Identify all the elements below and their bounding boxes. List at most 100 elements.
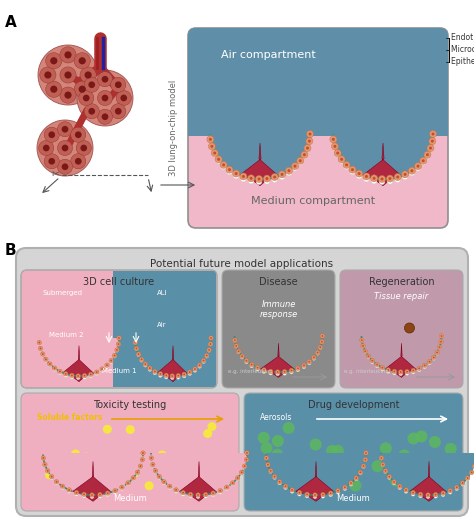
Circle shape — [46, 81, 62, 98]
Circle shape — [37, 120, 93, 176]
Circle shape — [190, 494, 191, 495]
Circle shape — [328, 491, 333, 495]
Circle shape — [367, 356, 369, 357]
Circle shape — [62, 485, 64, 487]
Polygon shape — [63, 346, 94, 381]
Circle shape — [429, 436, 441, 448]
Circle shape — [427, 360, 432, 364]
Circle shape — [418, 367, 420, 369]
Circle shape — [64, 91, 72, 99]
Circle shape — [46, 470, 49, 473]
Circle shape — [147, 366, 152, 371]
Circle shape — [403, 173, 407, 176]
Circle shape — [117, 343, 120, 346]
Circle shape — [315, 350, 320, 354]
Circle shape — [110, 360, 112, 361]
Circle shape — [248, 178, 254, 184]
Circle shape — [44, 127, 59, 142]
Circle shape — [205, 494, 207, 496]
Circle shape — [303, 364, 305, 366]
Circle shape — [148, 368, 152, 371]
Circle shape — [335, 152, 340, 157]
Circle shape — [384, 470, 387, 473]
Polygon shape — [210, 134, 310, 179]
Circle shape — [379, 179, 385, 185]
Circle shape — [74, 81, 91, 98]
Circle shape — [297, 160, 303, 165]
Circle shape — [209, 144, 215, 150]
Circle shape — [43, 145, 50, 152]
Circle shape — [231, 483, 235, 486]
Circle shape — [183, 374, 185, 375]
Circle shape — [233, 173, 239, 179]
Circle shape — [237, 350, 240, 354]
Circle shape — [411, 493, 415, 496]
Circle shape — [58, 371, 62, 375]
Polygon shape — [296, 461, 335, 501]
Circle shape — [209, 343, 212, 346]
Circle shape — [207, 349, 211, 352]
Circle shape — [51, 476, 53, 477]
Circle shape — [101, 368, 103, 370]
FancyBboxPatch shape — [16, 248, 468, 516]
Circle shape — [42, 456, 45, 460]
Circle shape — [439, 334, 444, 338]
Circle shape — [216, 455, 225, 464]
Circle shape — [344, 164, 349, 170]
Circle shape — [460, 481, 465, 485]
Circle shape — [434, 495, 438, 498]
Circle shape — [43, 463, 47, 467]
Text: Soluble factors: Soluble factors — [37, 413, 102, 422]
Circle shape — [314, 494, 316, 496]
Circle shape — [41, 352, 45, 357]
Circle shape — [370, 359, 374, 363]
Circle shape — [159, 374, 162, 377]
Circle shape — [41, 353, 45, 357]
Polygon shape — [363, 143, 401, 186]
Circle shape — [90, 374, 91, 375]
Circle shape — [431, 140, 434, 143]
Circle shape — [416, 430, 428, 443]
Circle shape — [203, 360, 204, 361]
Circle shape — [428, 361, 430, 363]
Circle shape — [398, 449, 410, 461]
Circle shape — [82, 494, 86, 498]
Circle shape — [279, 171, 285, 178]
Circle shape — [219, 490, 221, 491]
Circle shape — [283, 484, 288, 488]
Circle shape — [330, 136, 337, 143]
Circle shape — [74, 53, 91, 69]
Circle shape — [360, 339, 364, 343]
Circle shape — [43, 462, 47, 467]
Circle shape — [336, 488, 340, 493]
Circle shape — [174, 488, 178, 492]
Circle shape — [320, 334, 325, 338]
Circle shape — [371, 175, 378, 182]
Circle shape — [196, 495, 200, 499]
Circle shape — [120, 94, 127, 101]
Circle shape — [286, 170, 292, 176]
Circle shape — [431, 132, 435, 135]
Circle shape — [188, 492, 192, 497]
Circle shape — [392, 480, 396, 484]
Circle shape — [211, 149, 218, 157]
Text: Medium compartment: Medium compartment — [251, 196, 375, 206]
Circle shape — [45, 359, 47, 360]
Circle shape — [358, 470, 363, 474]
Circle shape — [153, 371, 157, 375]
Circle shape — [471, 471, 473, 473]
Circle shape — [105, 365, 109, 368]
Circle shape — [309, 132, 311, 135]
Circle shape — [372, 360, 374, 362]
Circle shape — [126, 483, 130, 486]
Circle shape — [383, 469, 388, 473]
Circle shape — [404, 488, 408, 492]
Circle shape — [304, 145, 311, 152]
Circle shape — [412, 370, 414, 371]
Circle shape — [240, 356, 244, 359]
Circle shape — [392, 369, 397, 374]
Circle shape — [101, 113, 109, 120]
Circle shape — [441, 493, 445, 497]
Polygon shape — [135, 338, 211, 376]
FancyBboxPatch shape — [188, 28, 448, 136]
